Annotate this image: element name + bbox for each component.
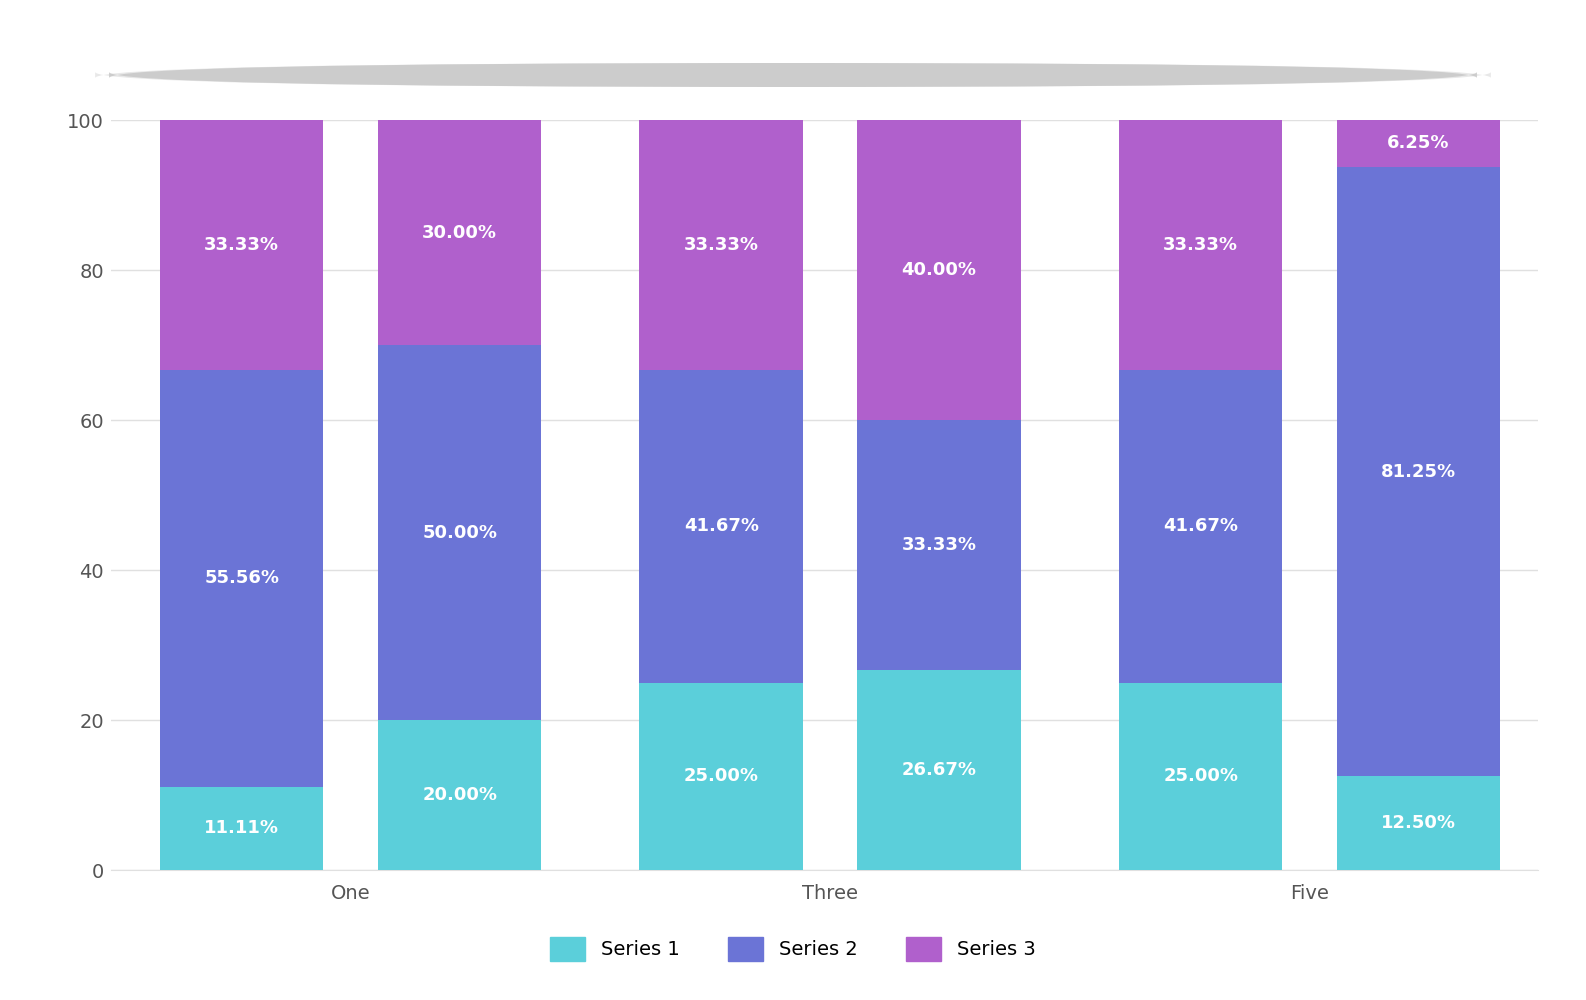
Legend: Series 1, Series 2, Series 3: Series 1, Series 2, Series 3 — [531, 918, 1055, 980]
Text: 81.25%: 81.25% — [1381, 463, 1456, 481]
Bar — [639, 120, 803, 370]
Bar — [639, 682, 803, 870]
Bar — [160, 787, 324, 870]
Text: 12.50%: 12.50% — [1381, 814, 1456, 832]
Text: 33.33%: 33.33% — [1163, 236, 1239, 254]
Bar — [858, 420, 1021, 670]
Bar — [160, 370, 324, 787]
Text: 40.00%: 40.00% — [901, 261, 977, 279]
Text: 41.67%: 41.67% — [1163, 517, 1239, 535]
Bar — [160, 120, 324, 370]
Text: 20.00%: 20.00% — [422, 786, 496, 804]
Bar — [1118, 370, 1283, 682]
Bar — [1337, 776, 1500, 870]
Text: 33.33%: 33.33% — [684, 236, 758, 254]
Bar — [639, 370, 803, 682]
FancyBboxPatch shape — [109, 63, 1477, 87]
Text: 6.25%: 6.25% — [1388, 134, 1450, 152]
Text: 55.56%: 55.56% — [205, 569, 279, 587]
Text: 33.33%: 33.33% — [901, 536, 977, 554]
Bar — [858, 670, 1021, 870]
Bar — [377, 120, 541, 345]
Text: 25.00%: 25.00% — [1163, 767, 1239, 785]
Bar — [1337, 120, 1500, 167]
Bar — [1337, 167, 1500, 776]
Bar — [377, 345, 541, 720]
Text: 30.00%: 30.00% — [422, 224, 496, 241]
Bar — [1118, 120, 1283, 370]
Bar — [1118, 682, 1283, 870]
Text: 50.00%: 50.00% — [422, 524, 496, 542]
Text: 26.67%: 26.67% — [901, 761, 977, 779]
FancyBboxPatch shape — [95, 63, 1491, 87]
Text: 33.33%: 33.33% — [205, 236, 279, 254]
Text: 11.11%: 11.11% — [205, 819, 279, 837]
Bar — [377, 720, 541, 870]
Text: 41.67%: 41.67% — [684, 517, 758, 535]
Text: 25.00%: 25.00% — [684, 767, 758, 785]
Bar — [858, 120, 1021, 420]
